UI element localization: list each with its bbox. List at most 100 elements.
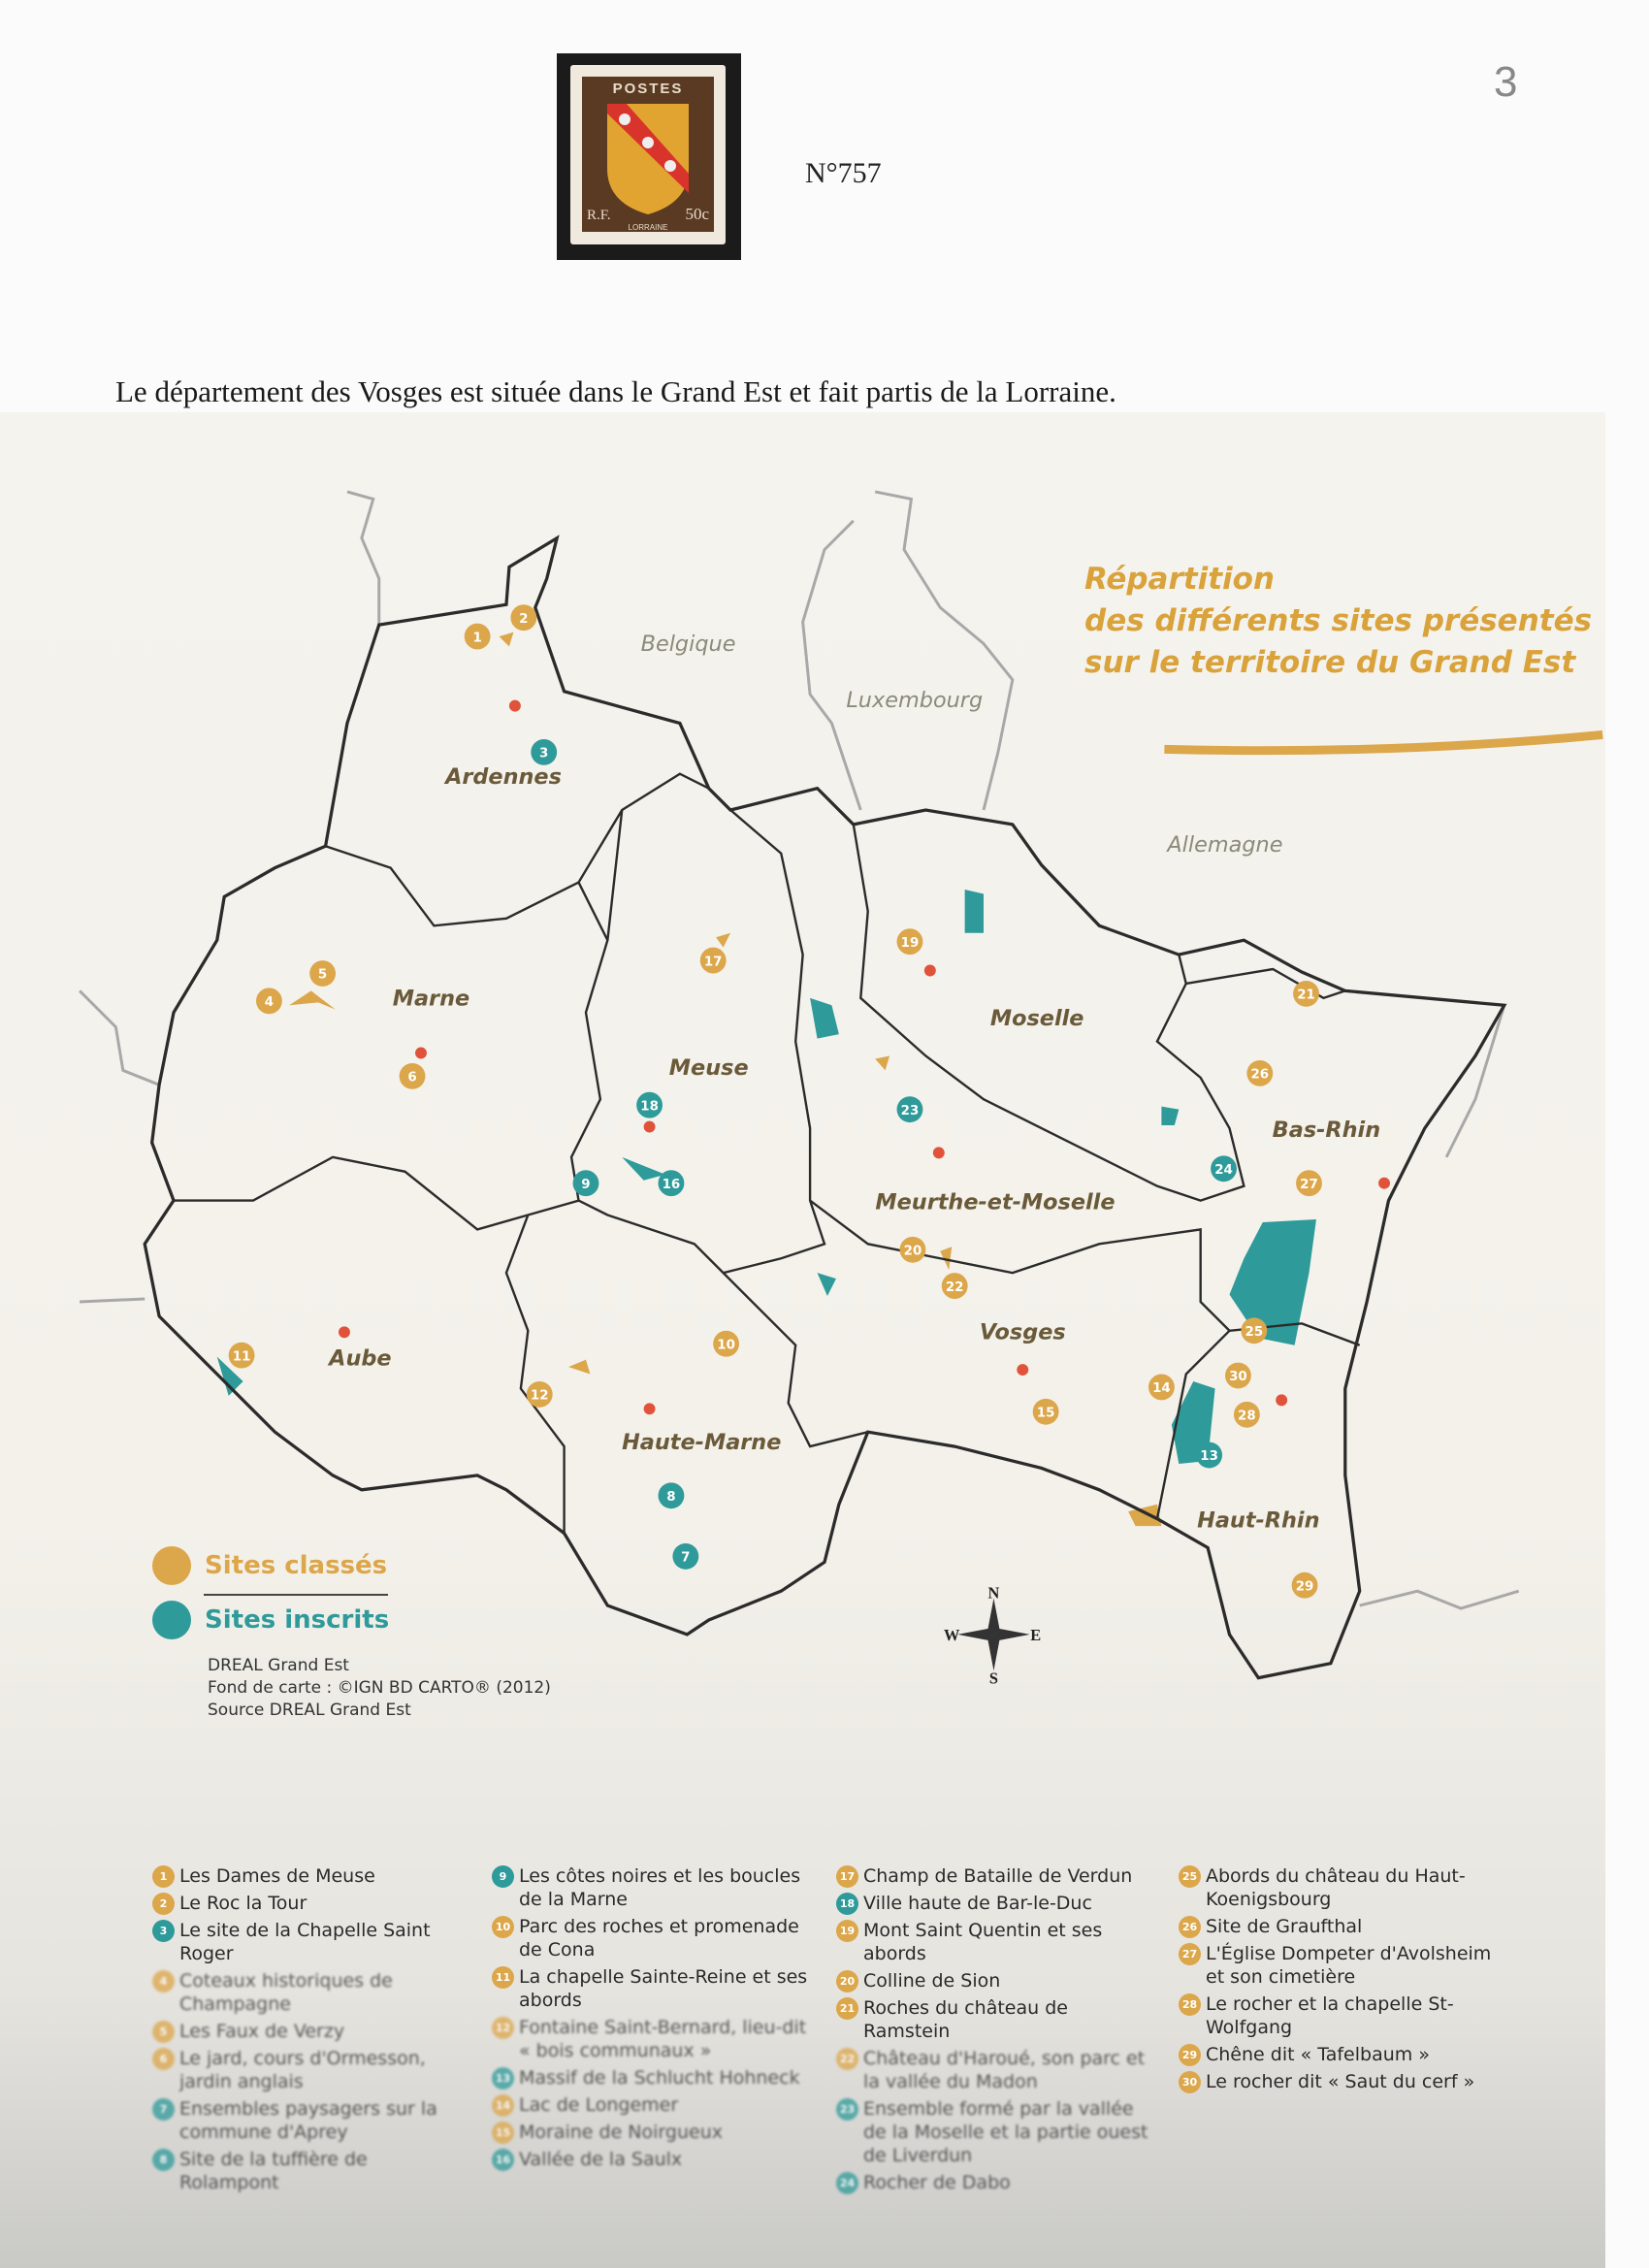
- marker-number: 24: [1214, 1163, 1233, 1178]
- site-number-badge: 18: [836, 1893, 858, 1915]
- site-marker-25: 25: [1241, 1317, 1268, 1345]
- site-number-badge: 19: [836, 1920, 858, 1942]
- marker-number: 15: [1037, 1407, 1055, 1421]
- site-list-item: 11 La chapelle Sainte-Reine et ses abords: [492, 1965, 812, 2012]
- marker-number: 18: [640, 1099, 659, 1114]
- marker-number: 23: [901, 1104, 920, 1118]
- marker-number: 20: [904, 1245, 922, 1259]
- compass-n: N: [988, 1584, 1000, 1603]
- marker-number: 27: [1300, 1178, 1318, 1192]
- site-name: Le Roc la Tour: [179, 1893, 307, 1914]
- site-marker-9: 9: [572, 1170, 599, 1197]
- site-number-badge: 21: [836, 1997, 858, 2020]
- water-bodies: [216, 890, 1316, 1464]
- site-number-badge: 23: [836, 2098, 858, 2121]
- site-number-badge: 10: [492, 1916, 514, 1938]
- site-number-badge: 7: [152, 2098, 175, 2121]
- site-name: Le rocher et la chapelle St-Wolfgang: [1206, 1993, 1454, 2038]
- site-marker-12: 12: [526, 1380, 553, 1408]
- marker-circle: [531, 738, 558, 765]
- site-marker-11: 11: [228, 1342, 255, 1369]
- site-name: Site de la tuffière de Rolampont: [179, 2149, 368, 2193]
- site-list-column: 9 Les côtes noires et les boucles de la M…: [492, 1864, 812, 2175]
- label-bas-rhin: Bas-Rhin: [1273, 1118, 1380, 1143]
- site-marker-15: 15: [1032, 1398, 1059, 1425]
- site-marker-7: 7: [672, 1542, 699, 1570]
- marker-number: 21: [1297, 988, 1315, 1003]
- label-belgique: Belgique: [641, 632, 736, 657]
- marker-circle: [1293, 980, 1319, 1007]
- site-name: Vallée de la Saulx: [519, 2149, 683, 2170]
- marker-circle: [899, 1236, 926, 1263]
- site-number-badge: 6: [152, 2048, 175, 2070]
- site-marker-20: 20: [899, 1236, 926, 1263]
- site-marker-21: 21: [1293, 980, 1319, 1007]
- marker-number: 11: [233, 1349, 251, 1364]
- site-name: Coteaux historiques de Champagne: [179, 1970, 393, 2015]
- site-marker-19: 19: [896, 928, 923, 956]
- site-name: Colline de Sion: [863, 1970, 1001, 1992]
- site-marker-28: 28: [1233, 1401, 1260, 1428]
- marker-circle: [699, 947, 727, 974]
- site-number-badge: 8: [152, 2149, 175, 2171]
- marker-number: 2: [519, 612, 528, 627]
- site-name: Abords du château du Haut-Koenigsbourg: [1206, 1865, 1466, 1910]
- map-title: Répartition des différents sites présent…: [1084, 559, 1592, 684]
- site-number-badge: 28: [1179, 1993, 1201, 2016]
- legend-label: Sites classés: [205, 1551, 388, 1580]
- site-list-column: 25 Abords du château du Haut-Koenigsbourg…: [1179, 1864, 1499, 2097]
- site-list-item: 21 Roches du château de Ramstein: [836, 1996, 1156, 2043]
- label-luxembourg: Luxembourg: [846, 688, 983, 713]
- intro-text: Le département des Vosges est située dan…: [115, 374, 1116, 408]
- map-title-line: sur le territoire du Grand Est: [1084, 645, 1576, 680]
- compass-s: S: [989, 1669, 998, 1688]
- marker-circle: [526, 1380, 553, 1408]
- site-number-badge: 20: [836, 1970, 858, 1993]
- stamp-catalog-number: N°757: [805, 157, 882, 189]
- label-meurthe-et-moselle: Meurthe-et-Moselle: [875, 1190, 1115, 1215]
- map-title-line: des différents sites présentés: [1084, 603, 1593, 638]
- marker-circle: [510, 604, 537, 632]
- marker-number: 14: [1152, 1381, 1171, 1396]
- marker-number: 9: [581, 1178, 590, 1192]
- marker-circle: [309, 960, 337, 987]
- site-list-item: 18 Ville haute de Bar-le-Duc: [836, 1892, 1156, 1915]
- site-list-item: 12 Fontaine Saint-Bernard, lieu-dit « boi…: [492, 2016, 812, 2062]
- site-markers: 1234567891011121314151617181920212223242…: [228, 604, 1322, 1599]
- site-name: Ensemble formé par la vallée de la Mosel…: [863, 2098, 1148, 2166]
- site-marker-5: 5: [309, 960, 337, 987]
- marker-circle: [256, 988, 282, 1015]
- site-list-item: 25 Abords du château du Haut-Koenigsbourg: [1179, 1864, 1499, 1911]
- site-list-item: 7 Ensembles paysagers sur la commune d'Ap…: [152, 2097, 472, 2144]
- site-name: Les côtes noires et les boucles de la Ma…: [519, 1865, 801, 1910]
- marker-circle: [1225, 1362, 1251, 1389]
- classified-areas: [289, 632, 1162, 1527]
- label-meuse: Meuse: [669, 1055, 749, 1081]
- marker-circle: [1032, 1398, 1059, 1425]
- site-number-badge: 16: [492, 2149, 514, 2171]
- site-marker-26: 26: [1246, 1059, 1274, 1086]
- site-list-item: 4 Coteaux historiques de Champagne: [152, 1969, 472, 2016]
- marker-circle: [1211, 1155, 1237, 1183]
- marker-number: 3: [539, 747, 548, 761]
- site-list-item: 9 Les côtes noires et les boucles de la M…: [492, 1864, 812, 1911]
- legend-sites-classes: Sites classés: [152, 1546, 387, 1585]
- site-list-column: 17 Champ de Bataille de Verdun 18 Ville hau…: [836, 1864, 1156, 2198]
- site-marker-14: 14: [1148, 1374, 1175, 1401]
- stamp-value: 50c: [685, 205, 709, 223]
- legend-label: Sites inscrits: [205, 1605, 390, 1635]
- site-name: Fontaine Saint-Bernard, lieu-dit « bois …: [519, 2017, 807, 2061]
- label-allemagne: Allemagne: [1165, 832, 1282, 858]
- department-labels: Ardennes Marne Meuse Moselle Bas-Rhin Me…: [327, 764, 1380, 1533]
- marker-circle: [713, 1330, 740, 1357]
- site-name: La chapelle Sainte-Reine et ses abords: [519, 1966, 808, 2011]
- marker-number: 29: [1296, 1579, 1314, 1594]
- marker-circle: [1196, 1442, 1223, 1469]
- site-marker-1: 1: [464, 623, 491, 650]
- site-list-item: 22 Château d'Haroué, son parc et la vallé…: [836, 2047, 1156, 2093]
- marker-number: 16: [663, 1178, 681, 1192]
- site-number-badge: 3: [152, 1920, 175, 1942]
- label-moselle: Moselle: [990, 1006, 1084, 1031]
- site-list-item: 6 Le jard, cours d'Ormesson, jardin angla…: [152, 2047, 472, 2093]
- site-marker-23: 23: [896, 1096, 923, 1123]
